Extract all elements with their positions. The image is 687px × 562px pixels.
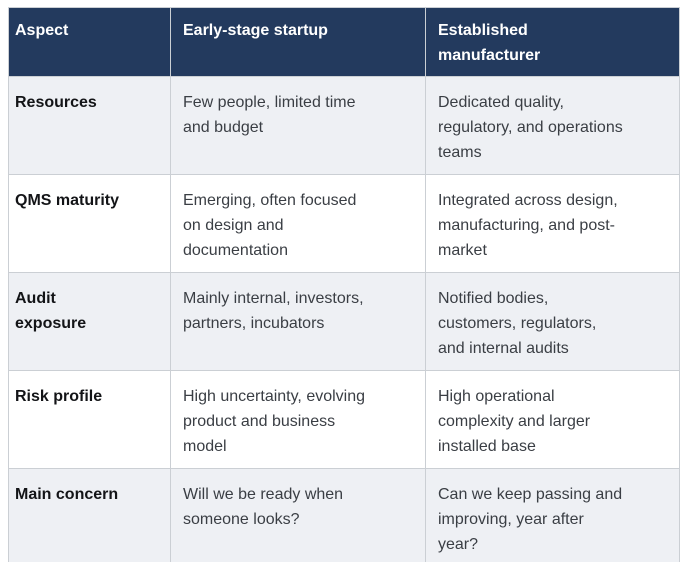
cell-text: Dedicated quality, regulatory, and opera…: [438, 94, 623, 161]
table-header-row: Aspect Early-stage startup Established m…: [8, 7, 680, 77]
table-row-resources: Resources Few people, limited time and b…: [8, 76, 680, 175]
column-header-label: Aspect: [15, 22, 69, 39]
aspect-label: Main concern: [15, 486, 119, 503]
cell-text: High operational complexity and larger i…: [438, 388, 591, 455]
aspect-cell: Resources: [8, 76, 171, 175]
table-row-audit-exposure: Audit exposure Mainly internal, investor…: [8, 272, 680, 371]
table-row-main-concern: Main concern Will we be ready when someo…: [8, 468, 680, 562]
startup-cell: Emerging, often focused on design and do…: [170, 174, 426, 273]
aspect-cell: QMS maturity: [8, 174, 171, 273]
manufacturer-cell: Notified bodies, customers, regulators, …: [425, 272, 680, 371]
column-header-label: Established manufacturer: [438, 22, 541, 64]
aspect-cell: Audit exposure: [8, 272, 171, 371]
manufacturer-cell: Dedicated quality, regulatory, and opera…: [425, 76, 680, 175]
cell-text: Will we be ready when someone looks?: [183, 486, 344, 528]
column-header-established-manufacturer: Established manufacturer: [425, 7, 680, 77]
table-body: Resources Few people, limited time and b…: [8, 76, 680, 562]
aspect-label: QMS maturity: [15, 192, 120, 209]
cell-text: Can we keep passing and improving, year …: [438, 486, 623, 553]
manufacturer-cell: Integrated across design, manufacturing,…: [425, 174, 680, 273]
column-header-label: Early-stage startup: [183, 22, 328, 39]
cell-text: Emerging, often focused on design and do…: [183, 192, 357, 259]
manufacturer-cell: High operational complexity and larger i…: [425, 370, 680, 469]
aspect-cell: Main concern: [8, 468, 171, 562]
cell-text: Integrated across design, manufacturing,…: [438, 192, 618, 259]
startup-cell: Mainly internal, investors, partners, in…: [170, 272, 426, 371]
table-row-risk-profile: Risk profile High uncertainty, evolving …: [8, 370, 680, 469]
startup-cell: High uncertainty, evolving product and b…: [170, 370, 426, 469]
aspect-label: Risk profile: [15, 388, 103, 405]
cell-text: Notified bodies, customers, regulators, …: [438, 290, 597, 357]
column-header-aspect: Aspect: [8, 7, 171, 77]
aspect-cell: Risk profile: [8, 370, 171, 469]
cell-text: Mainly internal, investors, partners, in…: [183, 290, 364, 332]
aspect-label: Audit exposure: [15, 290, 87, 332]
table-row-qms-maturity: QMS maturity Emerging, often focused on …: [8, 174, 680, 273]
column-header-early-stage-startup: Early-stage startup: [170, 7, 426, 77]
cell-text: Few people, limited time and budget: [183, 94, 356, 136]
cell-text: High uncertainty, evolving product and b…: [183, 388, 366, 455]
startup-cell: Few people, limited time and budget: [170, 76, 426, 175]
comparison-table: Aspect Early-stage startup Established m…: [8, 7, 680, 562]
manufacturer-cell: Can we keep passing and improving, year …: [425, 468, 680, 562]
startup-cell: Will we be ready when someone looks?: [170, 468, 426, 562]
aspect-label: Resources: [15, 94, 97, 111]
